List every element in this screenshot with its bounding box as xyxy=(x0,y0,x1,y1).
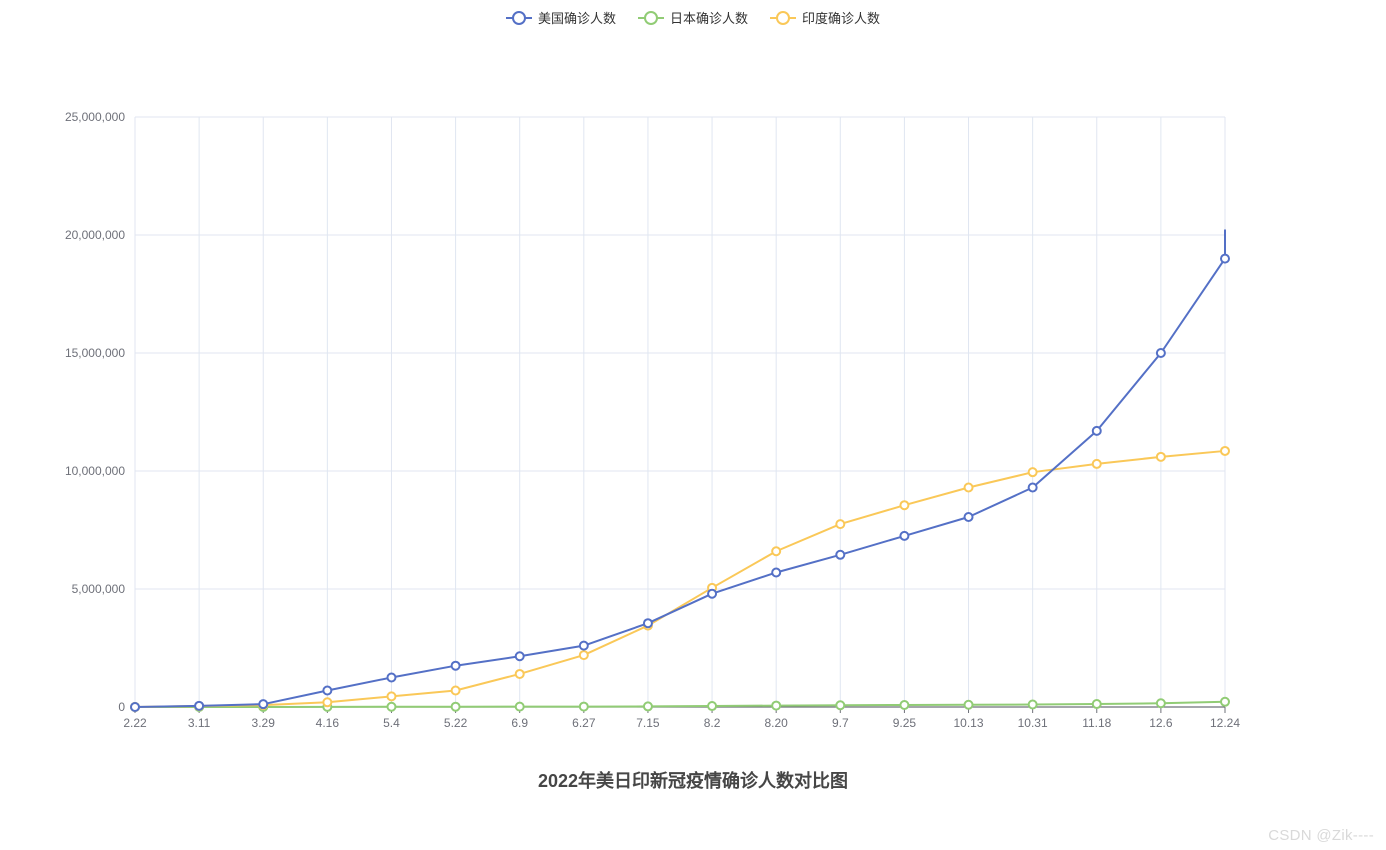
x-tick-label: 8.20 xyxy=(764,716,788,730)
series-marker xyxy=(1029,468,1037,476)
series-marker xyxy=(644,619,652,627)
series-marker xyxy=(131,703,139,711)
y-tick-label: 25,000,000 xyxy=(65,110,125,124)
series-marker xyxy=(387,703,395,711)
x-tick-label: 5.22 xyxy=(444,716,468,730)
series-marker xyxy=(900,501,908,509)
series-marker xyxy=(1221,255,1229,263)
x-tick-label: 10.13 xyxy=(954,716,984,730)
y-tick-label: 0 xyxy=(118,700,125,714)
series-marker xyxy=(580,651,588,659)
series-marker xyxy=(965,701,973,709)
legend-item[interactable]: 美国确诊人数 xyxy=(506,8,616,27)
series-marker xyxy=(452,686,460,694)
series-marker xyxy=(1093,427,1101,435)
series-marker xyxy=(387,674,395,682)
legend: 美国确诊人数 日本确诊人数 印度确诊人数 xyxy=(0,0,1386,27)
series-marker xyxy=(708,702,716,710)
x-tick-label: 9.7 xyxy=(832,716,849,730)
chart-container: 0 5,000,000 10,000,000 15,000,000 20,000,000… xyxy=(0,27,1386,757)
series-marker xyxy=(772,702,780,710)
x-tick-label: 8.2 xyxy=(704,716,721,730)
series-marker xyxy=(580,703,588,711)
series-marker xyxy=(1029,484,1037,492)
series-marker xyxy=(516,652,524,660)
series-marker xyxy=(452,662,460,670)
y-tick-label: 20,000,000 xyxy=(65,228,125,242)
series-marker xyxy=(323,686,331,694)
series-marker xyxy=(708,590,716,598)
series-marker xyxy=(580,642,588,650)
series-marker xyxy=(1221,447,1229,455)
series-marker xyxy=(1093,460,1101,468)
series-marker xyxy=(1157,453,1165,461)
series-marker xyxy=(323,698,331,706)
x-tick-label: 7.15 xyxy=(636,716,660,730)
series-marker xyxy=(644,702,652,710)
legend-label: 日本确诊人数 xyxy=(670,8,748,27)
series-marker xyxy=(772,568,780,576)
x-tick-label: 12.6 xyxy=(1149,716,1173,730)
y-tick-label: 5,000,000 xyxy=(72,582,126,596)
series-marker xyxy=(195,702,203,710)
x-tick-label: 6.27 xyxy=(572,716,596,730)
series-marker xyxy=(1221,698,1229,706)
legend-swatch xyxy=(506,11,532,25)
series-marker xyxy=(900,532,908,540)
series-marker xyxy=(387,692,395,700)
series-marker xyxy=(836,551,844,559)
series-line xyxy=(135,450,1225,707)
series-marker xyxy=(965,513,973,521)
series-marker xyxy=(965,484,973,492)
series-marker xyxy=(836,701,844,709)
series-marker xyxy=(1157,349,1165,357)
legend-item[interactable]: 日本确诊人数 xyxy=(638,8,748,27)
series-marker xyxy=(836,520,844,528)
series-marker xyxy=(516,703,524,711)
series-marker xyxy=(1093,700,1101,708)
x-tick-label: 10.31 xyxy=(1018,716,1048,730)
legend-label: 美国确诊人数 xyxy=(538,8,616,27)
legend-item[interactable]: 印度确诊人数 xyxy=(770,8,880,27)
x-tick-label: 9.25 xyxy=(893,716,917,730)
x-tick-label: 5.4 xyxy=(383,716,400,730)
line-chart: 0 5,000,000 10,000,000 15,000,000 20,000,000… xyxy=(0,27,1386,757)
x-tick-label: 6.9 xyxy=(511,716,528,730)
y-tick-label: 10,000,000 xyxy=(65,464,125,478)
legend-swatch xyxy=(770,11,796,25)
chart-title: 2022年美日印新冠疫情确诊人数对比图 xyxy=(0,767,1386,793)
watermark: CSDN @Zik---- xyxy=(1268,827,1374,844)
y-tick-label: 15,000,000 xyxy=(65,346,125,360)
x-tick-label: 12.24 xyxy=(1210,716,1240,730)
series-marker xyxy=(516,670,524,678)
legend-label: 印度确诊人数 xyxy=(802,8,880,27)
series-marker xyxy=(900,701,908,709)
x-tick-label: 3.11 xyxy=(188,716,211,730)
x-tick-label: 2.22 xyxy=(123,716,147,730)
series-marker xyxy=(452,703,460,711)
x-tick-label: 11.18 xyxy=(1082,716,1111,730)
series-marker xyxy=(1157,699,1165,707)
series-marker xyxy=(259,700,267,708)
series-marker xyxy=(1029,701,1037,709)
x-tick-label: 3.29 xyxy=(252,716,276,730)
series-marker xyxy=(772,547,780,555)
x-tick-label: 4.16 xyxy=(316,716,340,730)
legend-swatch xyxy=(638,11,664,25)
